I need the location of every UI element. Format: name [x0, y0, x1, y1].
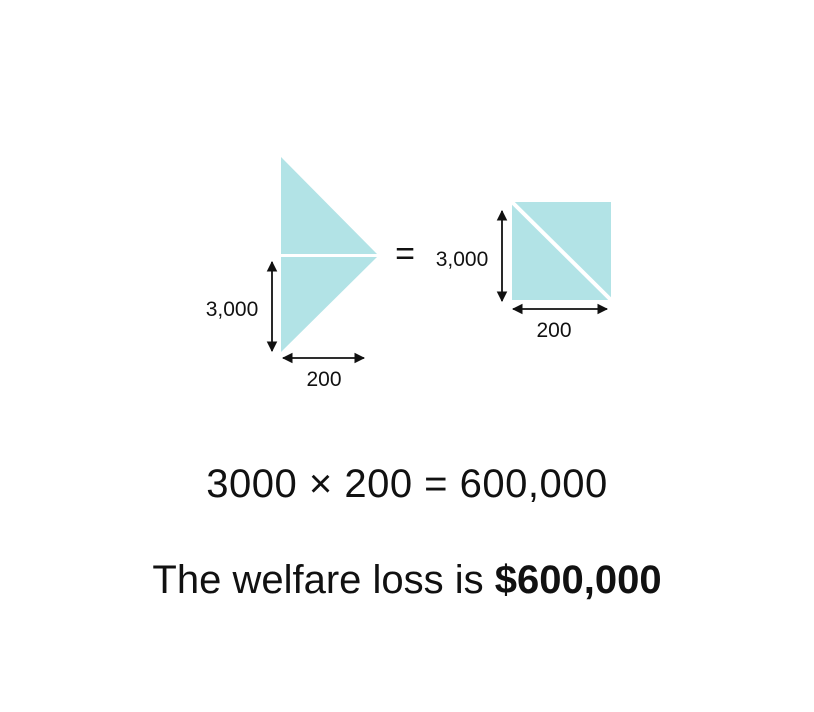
area-formula: 3000 × 200 = 600,000 [206, 462, 608, 506]
equals-sign: = [395, 235, 415, 273]
welfare-loss-statement: The welfare loss is $600,000 [0, 558, 814, 603]
right-width-label: 200 [536, 319, 571, 342]
upper-triangle [281, 157, 377, 254]
right-square [510, 200, 613, 302]
lower-triangle [281, 257, 377, 352]
welfare-loss-amount: $600,000 [494, 558, 662, 602]
welfare-loss-diagram: 3,000 200 = 3,000 200 [206, 157, 613, 391]
square-diagonal [510, 200, 613, 302]
left-width-label: 200 [306, 368, 341, 391]
conclusion-prefix: The welfare loss is [152, 558, 495, 602]
left-triangle-pair [281, 157, 377, 352]
left-height-label: 3,000 [206, 298, 259, 321]
right-height-label: 3,000 [436, 248, 489, 271]
